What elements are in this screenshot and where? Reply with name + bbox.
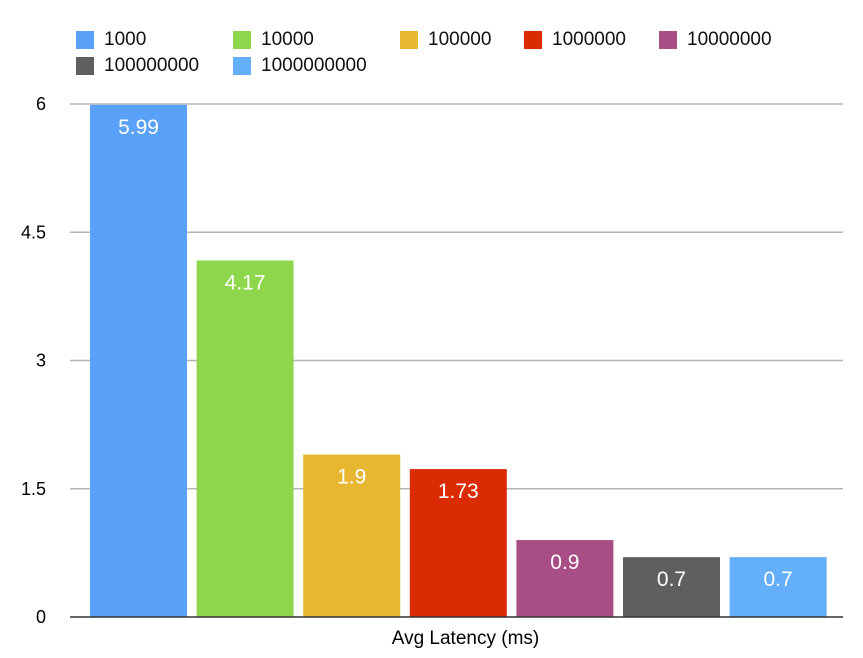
legend-swatch xyxy=(659,31,677,49)
bar-value-label: 0.7 xyxy=(763,568,792,591)
bar-1000000 xyxy=(409,469,507,617)
legend-item-1000: 1000 xyxy=(76,30,146,50)
y-tick-label: 1.5 xyxy=(21,479,46,499)
x-axis-title: Avg Latency (ms) xyxy=(392,628,539,649)
bar-value-label: 0.9 xyxy=(550,551,579,574)
legend-swatch xyxy=(400,31,418,49)
bar-100000 xyxy=(303,454,401,617)
legend-label: 100000 xyxy=(428,29,492,50)
bar-1000 xyxy=(90,104,187,618)
legend-item-1000000: 1000000 xyxy=(524,30,626,50)
bar-100000000 xyxy=(623,557,720,617)
chart-legend: 1000 10000 100000 1000000 10000000 10000… xyxy=(0,0,863,80)
bar-10000000 xyxy=(516,540,614,617)
legend-swatch xyxy=(524,31,542,49)
legend-item-100000: 100000 xyxy=(400,30,491,50)
y-tick-label: 6 xyxy=(36,94,46,114)
bar-1000000000 xyxy=(729,557,827,617)
legend-swatch xyxy=(76,57,94,75)
legend-item-1000000000: 1000000000 xyxy=(233,56,367,76)
legend-label: 1000000000 xyxy=(261,55,367,76)
legend-label: 10000 xyxy=(261,29,314,50)
y-axis-ticks: 0 1.5 3 4.5 6 xyxy=(21,94,46,627)
legend-label: 1000 xyxy=(104,29,147,50)
legend-label: 10000000 xyxy=(687,29,772,50)
y-tick-label: 3 xyxy=(36,351,46,371)
legend-label: 100000000 xyxy=(104,55,200,76)
bars: 5.99 4.17 1.9 1.73 0.9 0.7 0.7 xyxy=(90,104,827,618)
bar-value-label: 5.99 xyxy=(118,116,159,139)
legend-item-10000000: 10000000 xyxy=(659,30,772,50)
bar-value-label: 1.9 xyxy=(337,466,366,489)
legend-swatch xyxy=(233,31,251,49)
bar-value-label: 0.7 xyxy=(657,568,686,591)
legend-label: 1000000 xyxy=(552,29,626,50)
y-tick-label: 4.5 xyxy=(21,222,46,242)
legend-swatch xyxy=(233,57,251,75)
bar-value-label: 1.73 xyxy=(438,480,479,503)
legend-swatch xyxy=(76,31,94,49)
y-tick-label: 0 xyxy=(36,607,46,627)
legend-item-10000: 10000 xyxy=(233,30,314,50)
legend-item-100000000: 100000000 xyxy=(76,56,199,76)
bar-value-label: 4.17 xyxy=(225,271,266,294)
bar-10000 xyxy=(196,260,294,617)
